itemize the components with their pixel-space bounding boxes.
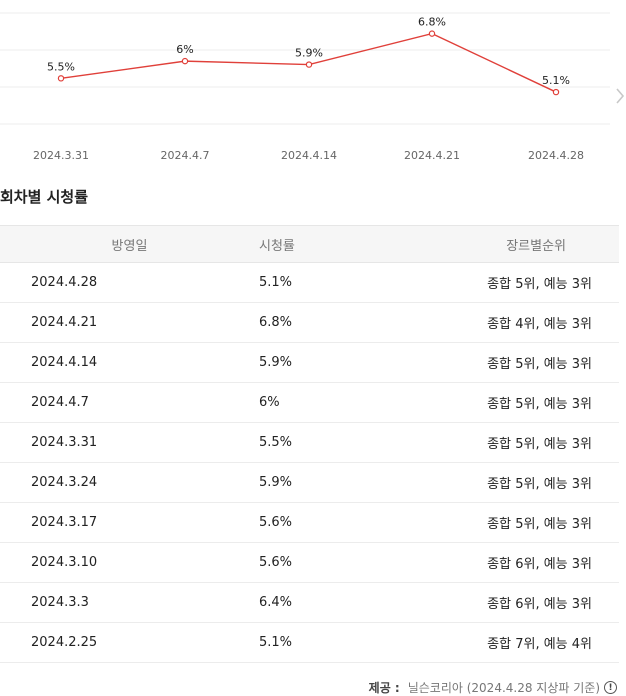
table-row: 2024.4.21 6.8% 종합 4위, 예능 3위 [0,302,619,343]
ratings-table: 방영일 시청률 장르별순위 2024.4.28 5.1% 종합 5위, 예능 3위 2… [0,225,619,663]
x-tick-label: 2024.4.28 [528,149,584,162]
row-rating: 5.6% [259,502,459,543]
chart-next-button[interactable] [614,84,626,108]
row-rating: 5.5% [259,422,459,463]
data-label: 6% [176,43,193,56]
table-row: 2024.4.7 6% 종합 5위, 예능 3위 [0,382,619,423]
row-rating: 5.6% [259,542,459,583]
footer-source: 제공 : 닐슨코리아 (2024.4.28 지상파 기준) ! [369,679,617,696]
data-label: 5.5% [47,60,75,73]
row-airdate: 2024.4.28 [0,262,259,303]
footer-source-text: 닐슨코리아 (2024.4.28 지상파 기준) [407,681,600,695]
row-genre-rank: 종합 5위, 예능 3위 [459,382,619,423]
x-tick-label: 2024.4.21 [404,149,460,162]
data-label: 5.9% [295,47,323,60]
row-airdate: 2024.3.10 [0,542,259,583]
row-airdate: 2024.3.31 [0,422,259,463]
row-rating: 6% [259,382,459,423]
row-airdate: 2024.4.14 [0,342,259,383]
data-point [428,30,436,37]
data-label: 5.1% [542,74,570,87]
row-genre-rank: 종합 4위, 예능 3위 [459,302,619,343]
row-rating: 6.4% [259,582,459,623]
header-rating: 시청률 [259,225,459,263]
section-title: 회차별 시청률 [0,188,89,206]
data-point [305,61,313,68]
row-airdate: 2024.3.17 [0,502,259,543]
table-row: 2024.4.14 5.9% 종합 5위, 예능 3위 [0,342,619,383]
table-row: 2024.3.17 5.6% 종합 5위, 예능 3위 [0,502,619,543]
x-tick-label: 2024.3.31 [33,149,89,162]
row-rating: 5.1% [259,262,459,303]
row-genre-rank: 종합 5위, 예능 3위 [459,422,619,463]
row-genre-rank: 종합 5위, 예능 3위 [459,262,619,303]
table-row: 2024.2.25 5.1% 종합 7위, 예능 4위 [0,622,619,663]
row-genre-rank: 종합 5위, 예능 3위 [459,342,619,383]
header-airdate: 방영일 [0,225,259,263]
row-genre-rank: 종합 5위, 예능 3위 [459,502,619,543]
table-row: 2024.4.28 5.1% 종합 5위, 예능 3위 [0,262,619,303]
row-airdate: 2024.2.25 [0,622,259,663]
table-row: 2024.3.3 6.4% 종합 6위, 예능 3위 [0,582,619,623]
row-genre-rank: 종합 5위, 예능 3위 [459,462,619,503]
data-point [181,57,189,65]
info-icon[interactable]: ! [604,681,617,694]
table-row: 2024.3.24 5.9% 종합 5위, 예능 3위 [0,462,619,503]
ratings-line-chart: 5.5% 6% 5.9% 6.8% 5.1% 2024.3.31 2024.4.7 2024.… [0,12,610,162]
row-airdate: 2024.3.3 [0,582,259,623]
chevron-right-icon [616,88,625,104]
row-rating: 5.1% [259,622,459,663]
row-genre-rank: 종합 6위, 예능 3위 [459,542,619,583]
row-rating: 5.9% [259,462,459,503]
table-row: 2024.3.31 5.5% 종합 5위, 예능 3위 [0,422,619,463]
row-rating: 6.8% [259,302,459,343]
header-genre-rank: 장르별순위 [459,225,619,263]
table-row: 2024.3.10 5.6% 종합 6위, 예능 3위 [0,542,619,583]
row-genre-rank: 종합 7위, 예능 4위 [459,622,619,663]
row-airdate: 2024.4.7 [0,382,259,423]
row-rating: 5.9% [259,342,459,383]
row-genre-rank: 종합 6위, 예능 3위 [459,582,619,623]
data-label: 6.8% [418,16,446,29]
table-header-row: 방영일 시청률 장르별순위 [0,225,619,263]
header-rating-label: 시청률 [259,238,295,254]
row-airdate: 2024.4.21 [0,302,259,343]
x-tick-label: 2024.4.7 [161,149,210,162]
x-tick-label: 2024.4.14 [281,149,337,162]
footer-label: 제공 : [368,681,400,695]
data-point [552,88,560,96]
row-airdate: 2024.3.24 [0,462,259,503]
data-point [57,75,65,82]
